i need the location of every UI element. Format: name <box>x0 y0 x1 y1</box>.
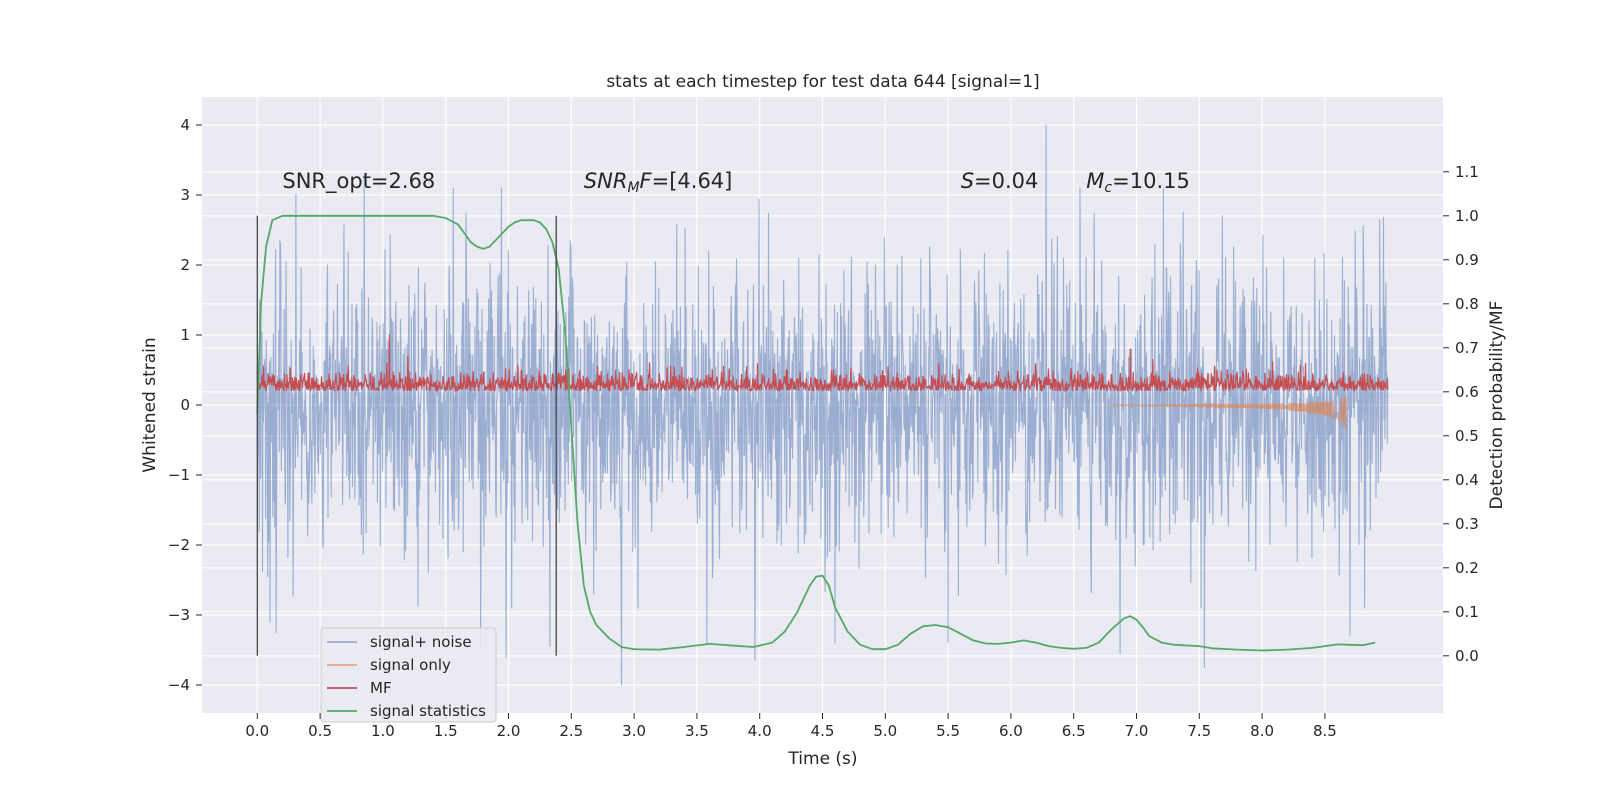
chart-title: stats at each timestep for test data 644… <box>606 72 1039 92</box>
legend: signal+ noise signal only MF signal statist… <box>320 627 497 723</box>
y-axis-right: 0.0 0.1 0.2 0.3 0.4 0.5 0.6 0.7 0.8 0.9 1.0 1.1 <box>1443 163 1479 665</box>
x-tick-label: 5.5 <box>936 722 960 740</box>
legend-label: signal only <box>370 656 451 674</box>
y-tick-label: 2 <box>180 256 190 274</box>
y-tick-label: −1 <box>168 466 190 484</box>
annotation-part: SNR_opt=2.68 <box>282 169 435 194</box>
y-tick-label: −3 <box>168 606 190 624</box>
y2-tick-label: 1.1 <box>1455 163 1479 181</box>
x-tick-label: 0.0 <box>245 722 269 740</box>
x-tick-label: 1.0 <box>371 722 395 740</box>
series-line-signal-only <box>1111 396 1347 431</box>
x-tick-label: 4.0 <box>748 722 772 740</box>
x-tick-label: 7.5 <box>1187 722 1211 740</box>
y2-tick-label: 1.0 <box>1455 207 1479 225</box>
x-tick-label: 4.5 <box>811 722 835 740</box>
y2-tick-label: 0.1 <box>1455 603 1479 621</box>
x-tick-label: 3.0 <box>622 722 646 740</box>
y-axis-left: −4 −3 −2 −1 0 1 2 3 4 <box>168 116 202 694</box>
y-tick-label: 3 <box>180 186 190 204</box>
y2-tick-label: 0.7 <box>1455 339 1479 357</box>
x-tick-label: 0.5 <box>308 722 332 740</box>
marker-lines <box>256 215 557 656</box>
y-axis-label: Whitened strain <box>140 337 160 472</box>
annotation: SNR_opt=2.68 <box>282 169 435 194</box>
series-line-mf <box>256 334 1389 392</box>
x-tick-label: 6.0 <box>999 722 1023 740</box>
y2-tick-label: 0.5 <box>1455 427 1479 445</box>
x-tick-label: 8.5 <box>1313 722 1337 740</box>
annotation-part: F <box>640 169 653 193</box>
x-tick-label: 1.5 <box>434 722 458 740</box>
y2-tick-label: 0.2 <box>1455 559 1479 577</box>
y-tick-label: −4 <box>168 676 190 694</box>
series-mf <box>256 334 1389 392</box>
plot-area: SNR_opt=2.68 SNRMF=[4.64] S=0.04 Mc=10.15 <box>202 97 1443 713</box>
annotation-part: S <box>961 169 974 193</box>
y2-tick-label: 0.9 <box>1455 251 1479 269</box>
legend-label: signal statistics <box>370 702 486 720</box>
series-signal-only <box>1111 396 1347 431</box>
series-line-signal-statistics <box>256 214 1376 652</box>
annotation-part: c <box>1104 180 1112 196</box>
y2-tick-label: 0.3 <box>1455 515 1479 533</box>
x-tick-label: 7.0 <box>1125 722 1149 740</box>
x-tick-label: 5.0 <box>873 722 897 740</box>
annotation: S=0.04 <box>961 169 1039 193</box>
y2-tick-label: 0.8 <box>1455 295 1479 313</box>
y-tick-label: 0 <box>180 396 190 414</box>
y-tick-label: 4 <box>180 116 190 134</box>
y2-axis-label: Detection probability/MF <box>1487 301 1507 510</box>
series-signal-statistics <box>256 214 1376 652</box>
series-signal-noise <box>256 124 1389 686</box>
annotations: SNR_opt=2.68 SNRMF=[4.64] S=0.04 Mc=10.15 <box>282 169 1189 196</box>
x-axis-label: Time (s) <box>787 749 857 769</box>
legend-box <box>320 627 497 723</box>
annotation: SNRMF=[4.64] <box>584 169 733 196</box>
y2-tick-label: 0.6 <box>1455 383 1479 401</box>
y2-tick-label: 0.4 <box>1455 471 1479 489</box>
x-tick-label: 3.5 <box>685 722 709 740</box>
legend-label: MF <box>370 679 392 697</box>
x-tick-label: 2.5 <box>559 722 583 740</box>
annotation-part: M <box>1086 169 1104 193</box>
y2-tick-label: 0.0 <box>1455 647 1479 665</box>
legend-label: signal+ noise <box>370 633 472 651</box>
annotation-part: M <box>627 180 639 196</box>
annotation-part: =0.04 <box>974 169 1038 193</box>
annotation-part: SNR <box>584 169 628 193</box>
series-line-signal-noise <box>256 124 1389 686</box>
y-tick-label: −2 <box>168 536 190 554</box>
x-tick-label: 2.0 <box>497 722 521 740</box>
y-tick-label: 1 <box>180 326 190 344</box>
annotation-part: =10.15 <box>1112 169 1190 193</box>
x-tick-label: 8.0 <box>1250 722 1274 740</box>
annotation-part: =[4.64] <box>652 169 733 193</box>
x-axis: 0.0 0.5 1.0 1.5 2.0 2.5 3.0 3.5 4.0 4.5 5.0 5.5 6.0 6… <box>245 713 1337 740</box>
x-tick-label: 6.5 <box>1062 722 1086 740</box>
annotation: Mc=10.15 <box>1086 169 1190 196</box>
